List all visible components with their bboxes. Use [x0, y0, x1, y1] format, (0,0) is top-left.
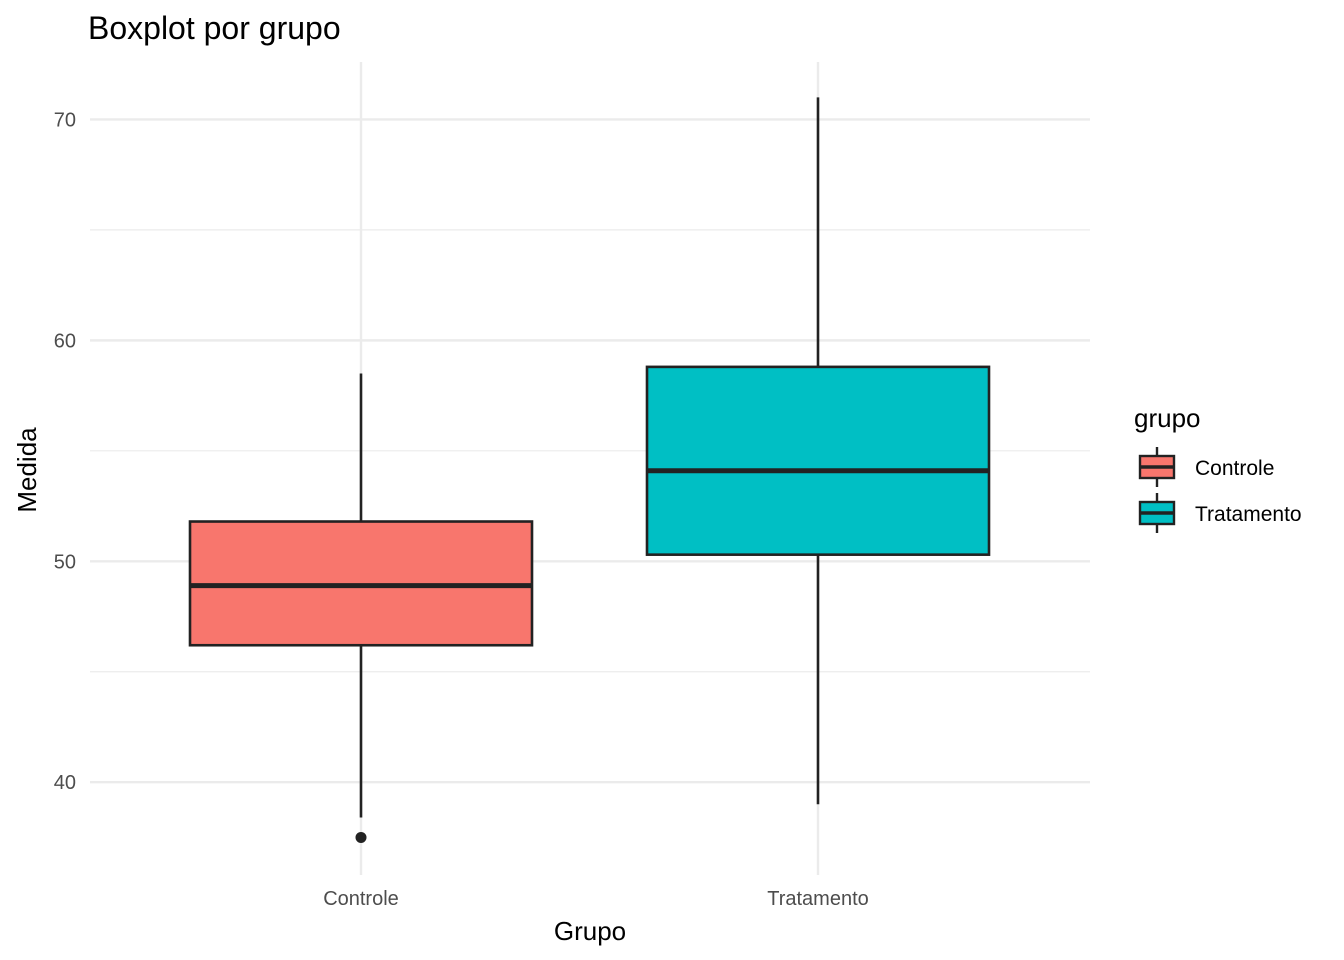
- boxes: [188, 97, 991, 843]
- y-tick-label: 40: [54, 772, 76, 794]
- legend-label: Controle: [1195, 457, 1274, 480]
- x-axis-title: Grupo: [554, 916, 626, 946]
- y-tick-label: 60: [54, 330, 76, 352]
- legend-item-controle: Controle: [1138, 447, 1274, 487]
- box-tratamento: [645, 97, 991, 805]
- legend: grupo Controle Tratamento: [1134, 403, 1302, 533]
- y-tick-label: 50: [54, 551, 76, 573]
- box-controle: [188, 373, 534, 843]
- legend-item-tratamento: Tratamento: [1138, 493, 1302, 533]
- x-axis-ticks: Controle Tratamento: [323, 888, 869, 910]
- y-axis-ticks: 40 50 60 70: [54, 109, 76, 794]
- y-axis-title: Medida: [12, 427, 42, 513]
- outlier-point: [355, 831, 367, 843]
- legend-title: grupo: [1134, 403, 1201, 433]
- chart-title: Boxplot por grupo: [88, 10, 341, 46]
- x-tick-label: Tratamento: [767, 888, 869, 910]
- box-iqr: [645, 365, 991, 556]
- legend-label: Tratamento: [1195, 503, 1302, 526]
- x-tick-label: Controle: [323, 888, 399, 910]
- y-tick-label: 70: [54, 109, 76, 131]
